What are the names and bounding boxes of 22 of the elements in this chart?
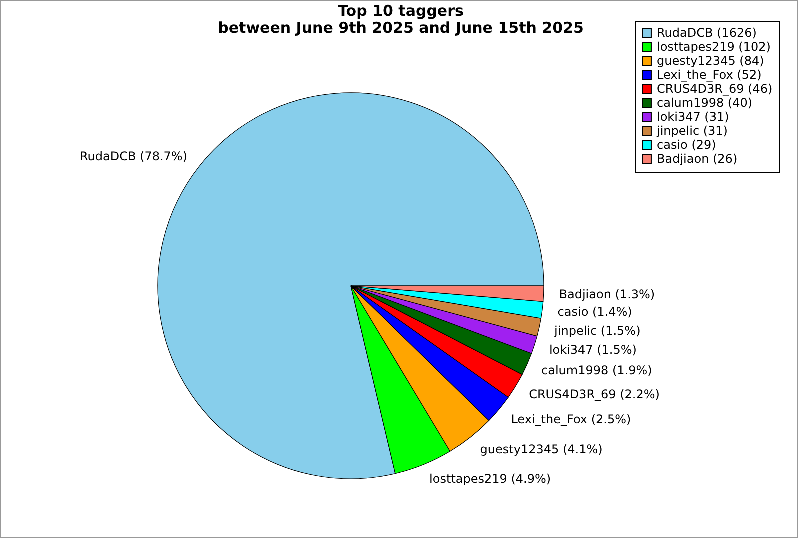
data-label: Badjiaon (1.3%) (559, 288, 656, 302)
legend-label: Badjiaon (26) (657, 152, 738, 166)
data-label: losttapes219 (4.9%) (430, 472, 552, 486)
data-label: loki347 (1.5%) (549, 342, 637, 357)
chart-title: Top 10 taggers (338, 2, 464, 20)
data-label: guesty12345 (4.1%) (480, 442, 603, 456)
legend-label: losttapes219 (102) (657, 40, 771, 54)
data-label: Lexi_the_Fox (2.5%) (511, 412, 632, 426)
legend-label: guesty12345 (84) (657, 54, 764, 68)
legend-label: calum1998 (40) (657, 96, 753, 110)
data-label: calum1998 (1.9%) (542, 364, 652, 378)
data-label: RudaDCB (78.7%) (80, 150, 188, 164)
legend-label: jinpelic (31) (656, 124, 728, 138)
legend-label: casio (29) (657, 138, 716, 152)
legend-label: CRUS4D3R_69 (46) (657, 82, 773, 96)
legend-label: loki347 (31) (657, 110, 730, 124)
legend-label: Lexi_the_Fox (52) (657, 68, 762, 82)
data-label: CRUS4D3R_69 (2.2%) (529, 387, 660, 402)
data-label: casio (1.4%) (558, 305, 632, 320)
chart-subtitle: between June 9th 2025 and June 15th 2025 (218, 19, 584, 37)
data-label: jinpelic (1.5%) (554, 324, 641, 338)
legend-label: RudaDCB (1626) (657, 26, 757, 40)
